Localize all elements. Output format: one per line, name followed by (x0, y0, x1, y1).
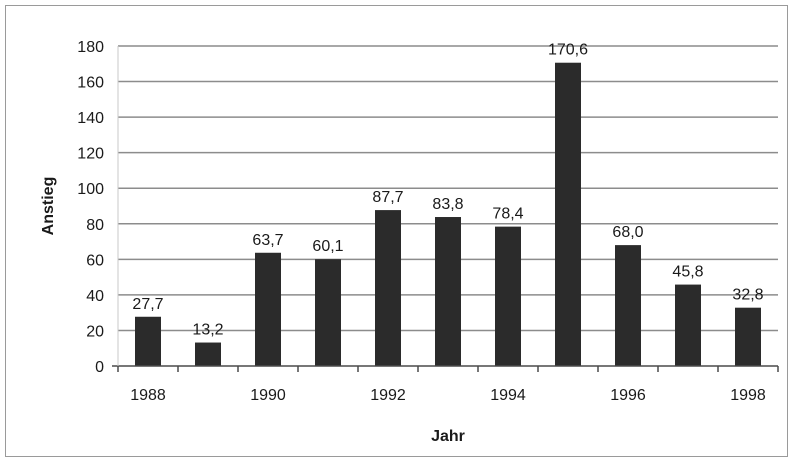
bar-1991 (315, 259, 341, 366)
bar-1994 (495, 226, 521, 366)
bar-1998 (735, 307, 761, 366)
bar-1996 (615, 245, 641, 366)
gridlines (118, 45, 778, 332)
x-axis-ticks: 1988 1990 1992 1994 1996 1998 (130, 387, 766, 404)
data-label-1996: 68,0 (612, 224, 643, 241)
bar-1990 (255, 252, 281, 366)
data-label-1997: 45,8 (672, 264, 703, 281)
x-tick-label: 1990 (250, 387, 286, 404)
data-label-1995: 170,6 (548, 42, 588, 59)
y-axis-ticks: 0 20 40 60 80 100 120 140 160 180 (77, 39, 104, 376)
bar-1992 (375, 210, 401, 366)
y-tick-label: 120 (77, 146, 104, 163)
bars (135, 62, 761, 366)
data-label-1991: 60,1 (312, 238, 343, 255)
x-tick-label: 1996 (610, 387, 646, 404)
data-label-1998: 32,8 (732, 287, 763, 304)
data-label-1988: 27,7 (132, 296, 163, 313)
x-tick-label: 1988 (130, 387, 166, 404)
bar-1989 (195, 342, 221, 366)
bar-1988 (135, 316, 161, 366)
x-tick-label: 1992 (370, 387, 406, 404)
y-tick-label: 160 (77, 75, 104, 92)
bar-1993 (435, 217, 461, 366)
data-label-1989: 13,2 (192, 322, 223, 339)
x-axis (112, 46, 779, 372)
y-tick-label: 0 (95, 359, 104, 376)
y-tick-label: 80 (86, 217, 104, 234)
y-tick-label: 140 (77, 110, 104, 127)
x-tick-label: 1994 (490, 387, 526, 404)
data-label-1990: 63,7 (252, 232, 283, 249)
data-labels: 27,7 13,2 63,7 60,1 87,7 83,8 78,4 170,6 68,0 45,… (132, 42, 763, 339)
y-axis-title: Anstieg (40, 177, 57, 236)
y-tick-label: 40 (86, 288, 104, 305)
data-label-1993: 83,8 (432, 196, 463, 213)
data-label-1992: 87,7 (372, 189, 403, 206)
x-axis-title: Jahr (431, 428, 465, 445)
bar-1997 (675, 284, 701, 366)
bar-1995 (555, 62, 581, 366)
data-label-1994: 78,4 (492, 206, 523, 223)
y-tick-label: 60 (86, 252, 104, 269)
y-tick-label: 20 (86, 323, 104, 340)
x-tick-label: 1998 (730, 387, 766, 404)
y-tick-label: 100 (77, 181, 104, 198)
y-tick-label: 180 (77, 39, 104, 56)
